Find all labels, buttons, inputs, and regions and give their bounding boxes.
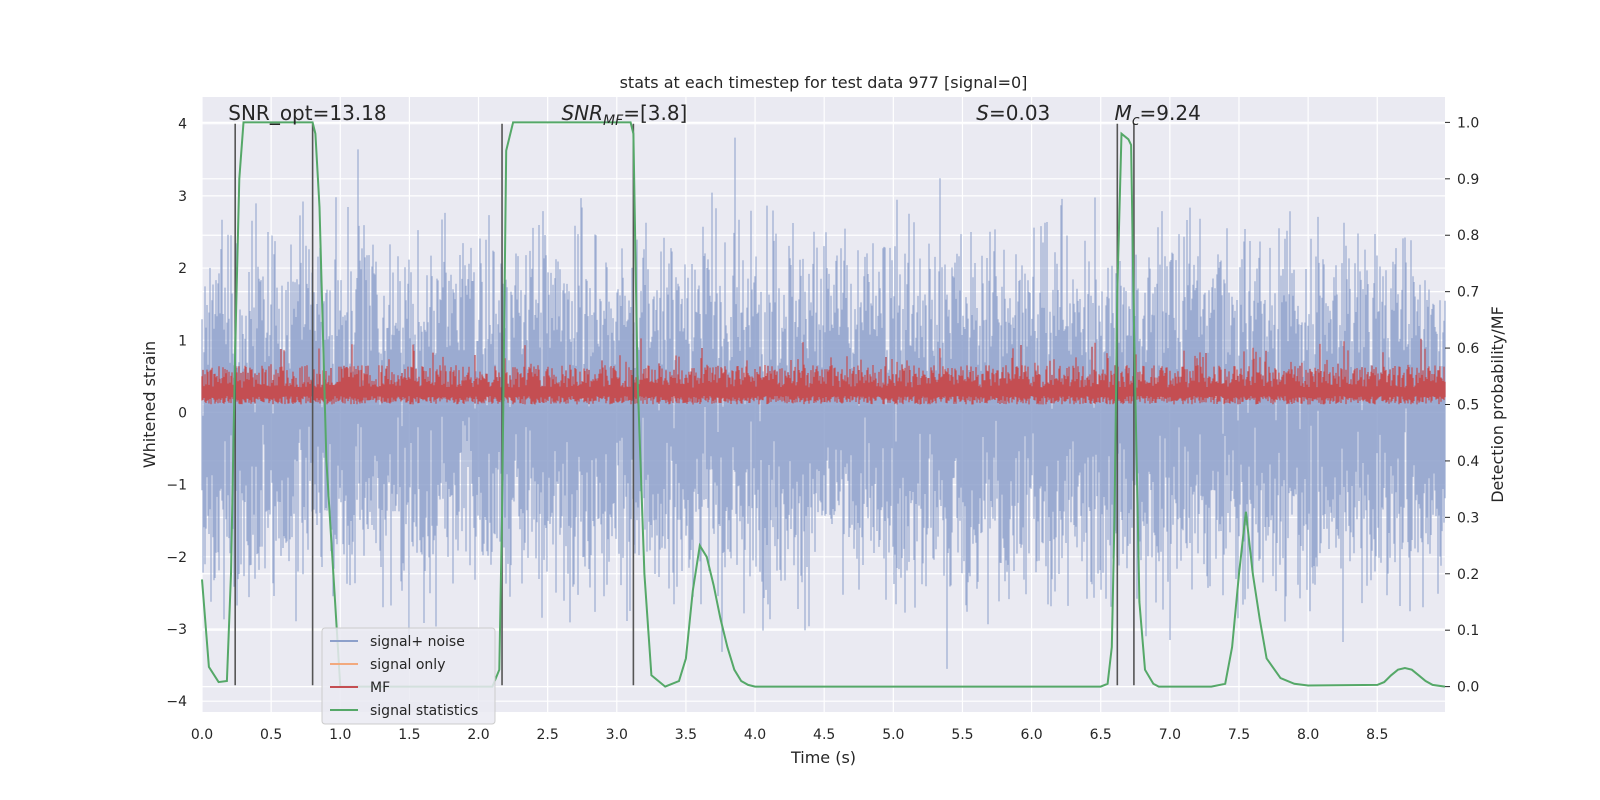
annotation-mc-value: =9.24: [1140, 101, 1201, 125]
annotation-mc-prefix: M: [1115, 101, 1132, 125]
y-tick-label-0: 4: [178, 117, 187, 133]
x-tick-label-14: 7.0: [1159, 727, 1181, 743]
x-tick-label-9: 4.5: [813, 727, 835, 743]
y2-tick-label-10: 0.0: [1457, 680, 1479, 696]
y2-tick-label-6: 0.4: [1457, 454, 1479, 470]
y-tick-label-1: 3: [178, 189, 187, 205]
legend-box: [321, 627, 496, 725]
x-tick-label-16: 8.0: [1297, 727, 1319, 743]
x-tick-label-13: 6.5: [1090, 727, 1112, 743]
annotation-mc: Mc=9.24: [1115, 101, 1201, 129]
legend-label-signal-noise: signal+ noise: [370, 634, 465, 650]
annotation-snr-mf-prefix: SNR: [561, 101, 603, 125]
y-tick-label-4: 0: [178, 405, 187, 421]
y2-tick-label-3: 0.7: [1457, 285, 1479, 301]
annotation-snr-mf-sub: MF: [603, 113, 624, 129]
x-axis: 0.0 0.5 1.0 1.5 2.0 2.5 3.0 3.5 4.0 4.5 5.0 5.5 6.0 6…: [191, 727, 1389, 743]
x-tick-label-2: 1.0: [329, 727, 351, 743]
x-tick-label-1: 0.5: [260, 727, 282, 743]
x-tick-label-12: 6.0: [1020, 727, 1042, 743]
y-axis-label: Whitened strain: [140, 341, 159, 468]
annotation-snr-opt: SNR_opt=13.18: [228, 101, 386, 125]
x-tick-label-5: 2.5: [537, 727, 559, 743]
signal-statistics-series: [201, 121, 1446, 688]
vertical-markers: [234, 123, 1135, 686]
y-axis-left: 4 3 2 1 0 −1 −2 −3 −4: [166, 117, 187, 710]
y-tick-label-6: −2: [166, 550, 187, 566]
y-tick-label-2: 2: [178, 261, 187, 277]
x-tick-label-8: 4.0: [744, 727, 766, 743]
annotation-s: S=0.03: [976, 101, 1050, 125]
x-axis-label: Time (s): [790, 748, 856, 767]
y-tick-label-7: −3: [166, 622, 187, 638]
y-axis-right: 1.0 0.9 0.8 0.7 0.6 0.5 0.4 0.3 0.2 0.1 0.0: [1445, 115, 1479, 696]
y2-axis-label: Detection probability/MF: [1488, 306, 1507, 503]
x-tick-label-4: 2.0: [467, 727, 489, 743]
legend-label-signal-statistics: signal statistics: [370, 703, 478, 719]
annotation-s-prefix: S: [976, 101, 989, 125]
annotation-snr-mf-value: =[3.8]: [623, 101, 687, 125]
x-tick-label-10: 5.0: [882, 727, 904, 743]
x-tick-label-15: 7.5: [1228, 727, 1250, 743]
legend: signal+ noise signal only MF signal stat…: [321, 627, 496, 725]
mf-trace: [201, 338, 1446, 405]
x-tick-label-3: 1.5: [398, 727, 420, 743]
annotation-snr-mf: SNRMF=[3.8]: [561, 101, 687, 129]
y2-tick-label-2: 0.8: [1457, 228, 1479, 244]
annotation-s-value: =0.03: [989, 101, 1050, 125]
chart-title: stats at each timestep for test data 977…: [620, 73, 1028, 92]
y2-tick-label-8: 0.2: [1457, 567, 1479, 583]
x-tick-label-11: 5.5: [951, 727, 973, 743]
legend-label-signal-only: signal only: [370, 657, 445, 673]
y2-tick-label-5: 0.5: [1457, 398, 1479, 414]
y-tick-label-3: 1: [178, 333, 187, 349]
mf-series: [201, 338, 1446, 405]
y-tick-label-5: −1: [166, 478, 187, 494]
x-tick-label-0: 0.0: [191, 727, 213, 743]
y-tick-label-8: −4: [166, 694, 187, 710]
legend-label-mf: MF: [370, 680, 390, 696]
y2-tick-label-7: 0.3: [1457, 510, 1479, 526]
annotation-mc-sub: c: [1132, 113, 1140, 129]
x-tick-label-17: 8.5: [1366, 727, 1388, 743]
y2-tick-label-0: 1.0: [1457, 115, 1479, 131]
y2-tick-label-9: 0.1: [1457, 623, 1479, 639]
y2-tick-label-1: 0.9: [1457, 172, 1479, 188]
signal-statistics-line: [201, 121, 1446, 688]
x-tick-label-6: 3.0: [606, 727, 628, 743]
x-tick-label-7: 3.5: [675, 727, 697, 743]
y2-tick-label-4: 0.6: [1457, 341, 1479, 357]
